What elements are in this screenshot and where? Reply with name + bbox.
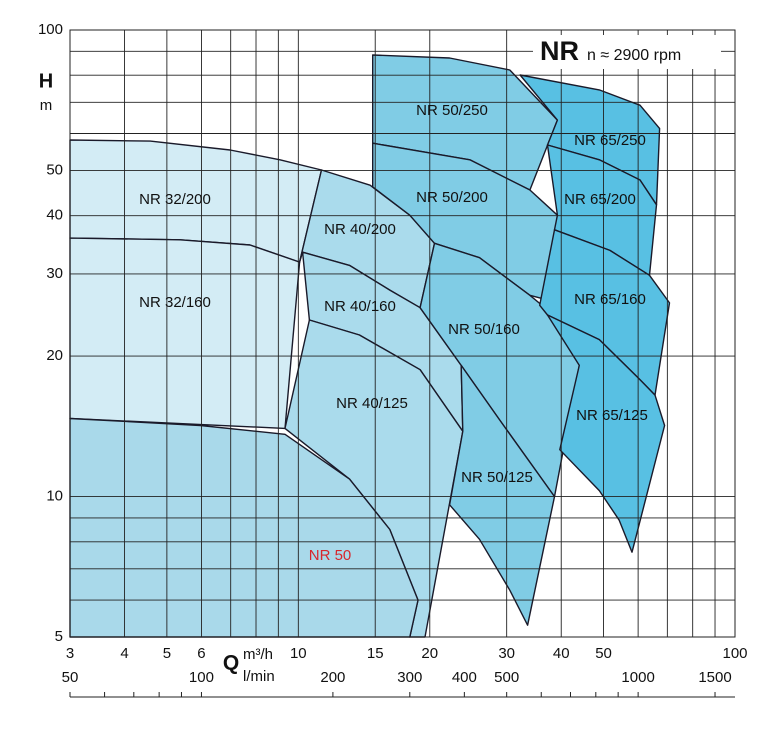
y-tick-label: 40: [46, 207, 63, 224]
y-axis-label: H: [39, 70, 53, 92]
x2-tick-label: 1000: [621, 669, 654, 686]
region-label: NR 40/160: [324, 298, 396, 315]
title-box: [533, 35, 721, 69]
y-tick-label: 20: [46, 347, 63, 364]
x-tick-label: 10: [290, 645, 307, 662]
chart-subtitle: n ≈ 2900 rpm: [587, 47, 681, 64]
x-tick-label: 15: [367, 645, 384, 662]
region-label: NR 40/125: [336, 395, 408, 412]
x2-tick-label: 1500: [698, 669, 731, 686]
x-tick-label: 6: [197, 645, 205, 662]
region-label: NR 32/200: [139, 191, 211, 208]
y-tick-label: 10: [46, 488, 63, 505]
x2-tick-label: 50: [62, 669, 79, 686]
x2-tick-label: 500: [494, 669, 519, 686]
y-tick-label: 100: [38, 21, 63, 38]
y-tick-label: 50: [46, 161, 63, 178]
x-tick-label: 50: [595, 645, 612, 662]
pump-region: [448, 364, 556, 626]
x-axis-unit: m³/h: [243, 646, 273, 663]
x-tick-label: 3: [66, 645, 74, 662]
x2-axis-unit: l/min: [243, 668, 275, 685]
pump-region: [69, 237, 301, 430]
x-tick-label: 30: [498, 645, 515, 662]
region-label: NR 50/250: [416, 102, 488, 119]
y-tick-label: 30: [46, 265, 63, 282]
region-label: NR 40/200: [324, 221, 396, 238]
x2-tick-label: 200: [320, 669, 345, 686]
x-tick-label: 4: [120, 645, 128, 662]
x2-tick-label: 300: [397, 669, 422, 686]
region-label: NR 65/250: [574, 132, 646, 149]
x-tick-label: 100: [722, 645, 747, 662]
chart-title: NR: [540, 36, 579, 66]
regions: [69, 54, 671, 638]
x-tick-label: 5: [163, 645, 171, 662]
y-tick-label: 5: [55, 628, 63, 645]
region-label: NR 50/125: [461, 469, 533, 486]
x-tick-label: 20: [421, 645, 438, 662]
region-label: NR 65/125: [576, 407, 648, 424]
region-label: NR 50: [309, 547, 352, 564]
x-tick-label: 40: [553, 645, 570, 662]
pump-region: [546, 314, 666, 553]
region-label: NR 50/200: [416, 189, 488, 206]
y-axis-unit: m: [40, 97, 53, 114]
plot-frame: [69, 29, 736, 638]
region-label: NR 50/160: [448, 321, 520, 338]
x2-tick-label: 400: [452, 669, 477, 686]
region-label: NR 65/160: [574, 291, 646, 308]
x2-tick-label: 100: [189, 669, 214, 686]
region-label: NR 65/200: [564, 191, 636, 208]
region-label: NR 32/160: [139, 294, 211, 311]
x-axis-label: Q: [223, 652, 239, 675]
